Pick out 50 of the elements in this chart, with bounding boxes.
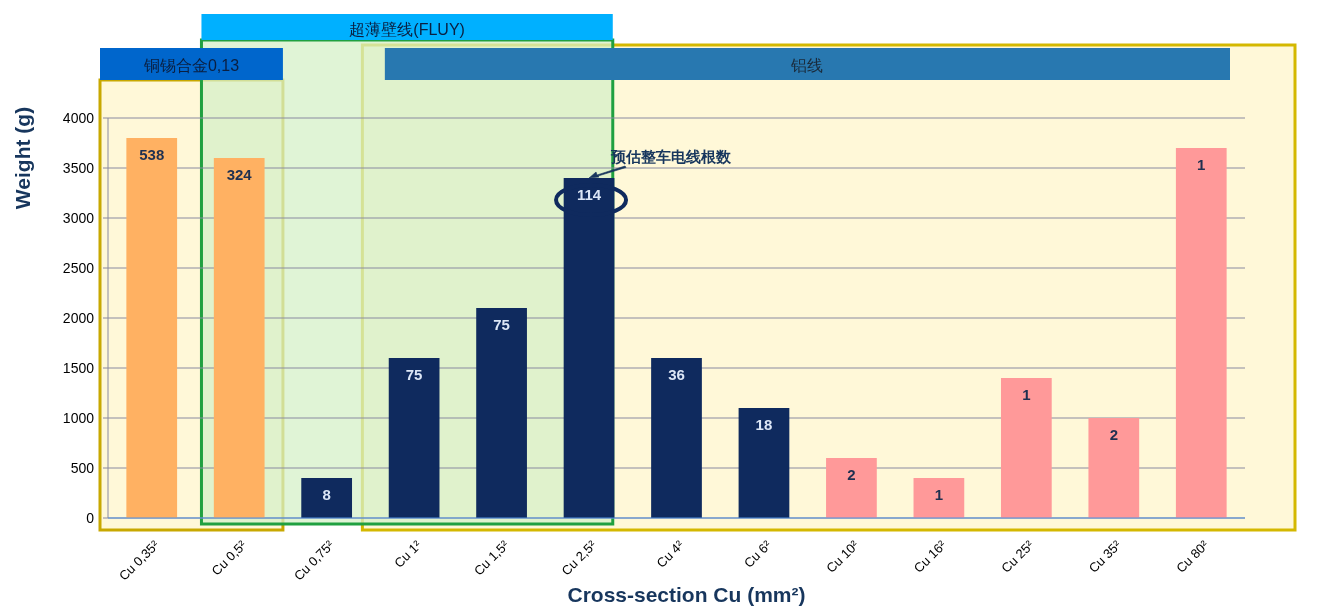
x-tick-label: Cu 1,5²: [470, 537, 513, 579]
annotation: 1: [1022, 386, 1031, 403]
band-label: 超薄壁线(FLUY): [349, 21, 465, 38]
annotation: 18: [755, 416, 773, 433]
x-tick-label: Cu 6²: [740, 537, 775, 571]
bar: [1175, 148, 1227, 518]
bar: [651, 358, 702, 518]
bar: [388, 358, 440, 518]
y-tick-label: 1000: [62, 410, 95, 426]
annotation: 8: [322, 486, 331, 503]
bar: [476, 308, 527, 518]
annotation: 2: [847, 466, 856, 483]
bar: [301, 478, 353, 518]
x-tick-label: Cu 16²: [910, 537, 950, 576]
x-tick-label: Cu 25²: [998, 537, 1037, 576]
annotation: 324: [226, 166, 253, 183]
y-tick-label: 3500: [62, 160, 95, 176]
annotation: 1: [934, 486, 944, 503]
y-axis-title: Weight (g): [11, 106, 34, 210]
x-axis-title: Cross-section Cu (mm²): [567, 583, 806, 606]
bar: [1088, 418, 1140, 518]
bar: [826, 458, 877, 518]
bar: [213, 158, 265, 518]
x-tick-label: Cu 80²: [1173, 537, 1212, 576]
x-tick-label: Cu 1²: [391, 537, 425, 571]
y-tick-label: 500: [70, 460, 95, 476]
annotation: 75: [493, 316, 510, 333]
bar: [738, 408, 790, 518]
y-tick-label: 0: [86, 510, 95, 526]
band-label: 铝线: [790, 57, 824, 74]
y-tick-label: 2000: [62, 310, 95, 326]
annotation: 1: [1197, 156, 1206, 173]
y-tick-label: 2500: [62, 260, 95, 276]
annotation: 538: [139, 146, 165, 163]
y-tick-label: 1500: [62, 360, 95, 376]
annotation: 114: [576, 186, 602, 203]
y-tick-label: 3000: [62, 210, 95, 226]
x-tick-label: Cu 4²: [653, 537, 688, 571]
x-tick-label: Cu 10²: [823, 537, 863, 576]
annotation: 75: [405, 366, 423, 383]
x-tick-label: Cu 2,5²: [558, 537, 600, 579]
band-label: 铜锡合金0,13: [142, 57, 240, 74]
bar: [126, 138, 178, 518]
x-tick-label: Cu 0,5²: [208, 537, 250, 579]
bar: [913, 478, 965, 518]
annotation: 36: [668, 366, 685, 383]
x-tick-label: Cu 35²: [1085, 537, 1125, 576]
annotation: 2: [1109, 426, 1118, 443]
bar: [1000, 378, 1052, 518]
y-tick-label: 4000: [62, 110, 95, 126]
